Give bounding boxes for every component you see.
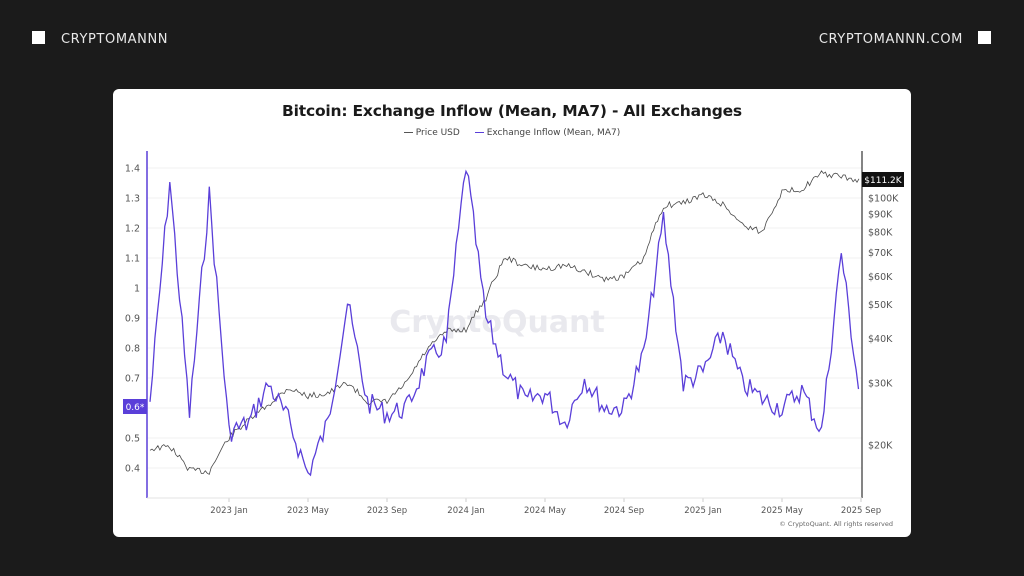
watermark: CryptoQuant [389,305,605,340]
left-y-axis: 1.41.31.21.110.90.80.70.60.50.4 [125,164,140,475]
legend-label-price: Price USD [415,128,460,138]
x-tick-label: 2023 Jan [210,506,247,516]
gridlines [147,167,862,469]
legend-label-inflow: Exchange Inflow (Mean, MA7) [486,128,621,138]
left-tick-label: 1.1 [125,254,140,265]
copyright: © CryptoQuant. All rights reserved [779,520,893,528]
current-inflow-badge [123,399,147,414]
brand-square-right-icon [978,31,991,44]
right-tick-label: $80K [868,228,893,239]
left-tick-label: 1 [134,284,140,295]
left-tick-label: 0.5 [125,434,140,445]
x-tick-label: 2025 May [761,506,803,516]
left-tick-label: 1.2 [125,224,140,235]
legend-item-price[interactable]: Price USD [403,128,460,138]
left-tick-label: 0.4 [125,464,140,475]
chart-legend: Price USD Exchange Inflow (Mean, MA7) [113,128,911,138]
brand-square-left-icon [32,31,45,44]
x-tick-label: 2023 Sep [367,506,407,516]
inflow-line [149,169,860,477]
chart-card: Bitcoin: Exchange Inflow (Mean, MA7) - A… [113,89,911,537]
brand-name-left: CRYPTOMANNN [61,32,169,47]
current-price-badge [862,172,904,187]
x-tick-label: 2025 Sep [841,506,881,516]
x-tick-label: 2025 Jan [684,506,721,516]
right-tick-label: $70K [868,248,893,259]
legend-swatch-price-icon [403,132,413,133]
left-tick-label: 0.8 [125,344,140,355]
current-inflow-label: 0.6* [126,403,145,413]
right-tick-label: $50K [868,300,893,311]
left-tick-label: 0.7 [125,374,140,385]
x-tick-label: 2024 Jan [447,506,484,516]
legend-item-inflow[interactable]: Exchange Inflow (Mean, MA7) [474,128,621,138]
right-y-axis: $100K $90K $80K $70K $60K $50K $40K $30K $20K [868,194,899,452]
left-tick-label: 1.3 [125,194,140,205]
brand-url-right: CRYPTOMANNN.COM [818,32,963,47]
right-tick-label: $20K [868,441,893,452]
legend-swatch-inflow-icon [474,132,484,133]
x-tick-label: 2023 May [287,506,329,516]
right-tick-label: $100K [868,194,899,205]
right-tick-label: $40K [868,334,893,345]
chart-title: Bitcoin: Exchange Inflow (Mean, MA7) - A… [282,102,742,120]
x-tick-label: 2024 May [524,506,566,516]
current-price-label: $111.2K [864,176,902,186]
price-line [149,170,860,475]
x-axis: 2023 Jan 2023 May 2023 Sep 2024 Jan 2024 May… [210,498,881,516]
left-tick-label: 0.9 [125,314,140,325]
x-tick-label: 2024 Sep [604,506,644,516]
right-tick-label: $60K [868,272,893,283]
right-tick-label: $90K [868,210,893,221]
right-tick-label: $30K [868,378,893,389]
chart-plot: CryptoQuant 1.41.31.21.110.90.80.70.60.5… [123,151,904,516]
left-tick-label: 1.4 [125,164,140,175]
